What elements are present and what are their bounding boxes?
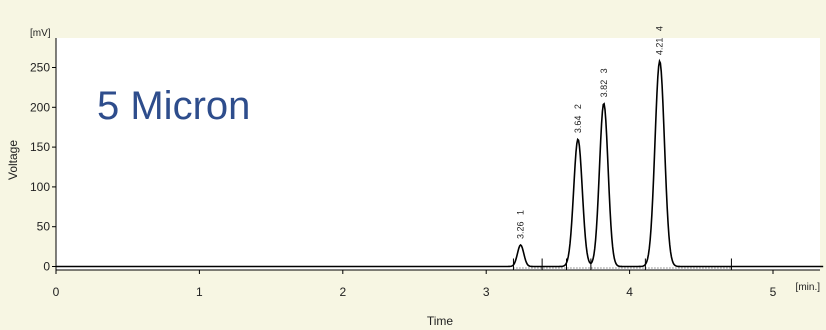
axis-lines: [52, 38, 820, 274]
trace-layer: [56, 58, 824, 268]
y-tick-label: 0: [43, 260, 50, 274]
peak-label-group: 4.21 4: [655, 26, 665, 55]
peak-retention-label: 3.26: [516, 221, 526, 239]
peak-label-group: 3.82 3: [599, 68, 609, 97]
y-axis-title: Voltage: [6, 140, 20, 180]
x-axis-title: Time: [427, 314, 454, 328]
x-tick-label: 5: [770, 285, 777, 299]
x-tick-label: 2: [339, 285, 346, 299]
y-unit-label: [mV]: [30, 28, 51, 39]
x-tick-label: 3: [483, 285, 490, 299]
peak-label-group: 3.64 2: [573, 104, 583, 133]
plot-area: [56, 38, 820, 270]
peak-retention-label: 3.64: [573, 116, 583, 134]
peak-label-group: 3.26 1: [516, 210, 526, 239]
peak-retention-label: 3.82: [599, 80, 609, 98]
peak-number-label: 2: [573, 104, 583, 109]
peak-retention-label: 4.21: [655, 38, 665, 56]
x-tick-label: 0: [53, 285, 60, 299]
peak-number-label: 4: [655, 26, 665, 31]
y-tick-label: 250: [30, 61, 50, 75]
chart-annotation: 5 Micron: [97, 84, 250, 128]
x-tick-label: 1: [196, 285, 203, 299]
y-tick-label: 100: [30, 180, 50, 194]
peak-number-label: 3: [599, 68, 609, 73]
y-tick-label: 50: [37, 220, 51, 234]
chromatogram-trace: [56, 58, 824, 268]
x-unit-label: [min.]: [796, 282, 821, 293]
label-layer: 0 1 2 3 4 50501001502002503.2613.6423.8234.21…: [30, 26, 777, 299]
x-tick-label: 4: [626, 285, 633, 299]
peak-number-label: 1: [516, 210, 526, 215]
plot-background: [56, 38, 820, 270]
y-tick-label: 200: [30, 100, 50, 114]
y-tick-label: 150: [30, 140, 50, 154]
